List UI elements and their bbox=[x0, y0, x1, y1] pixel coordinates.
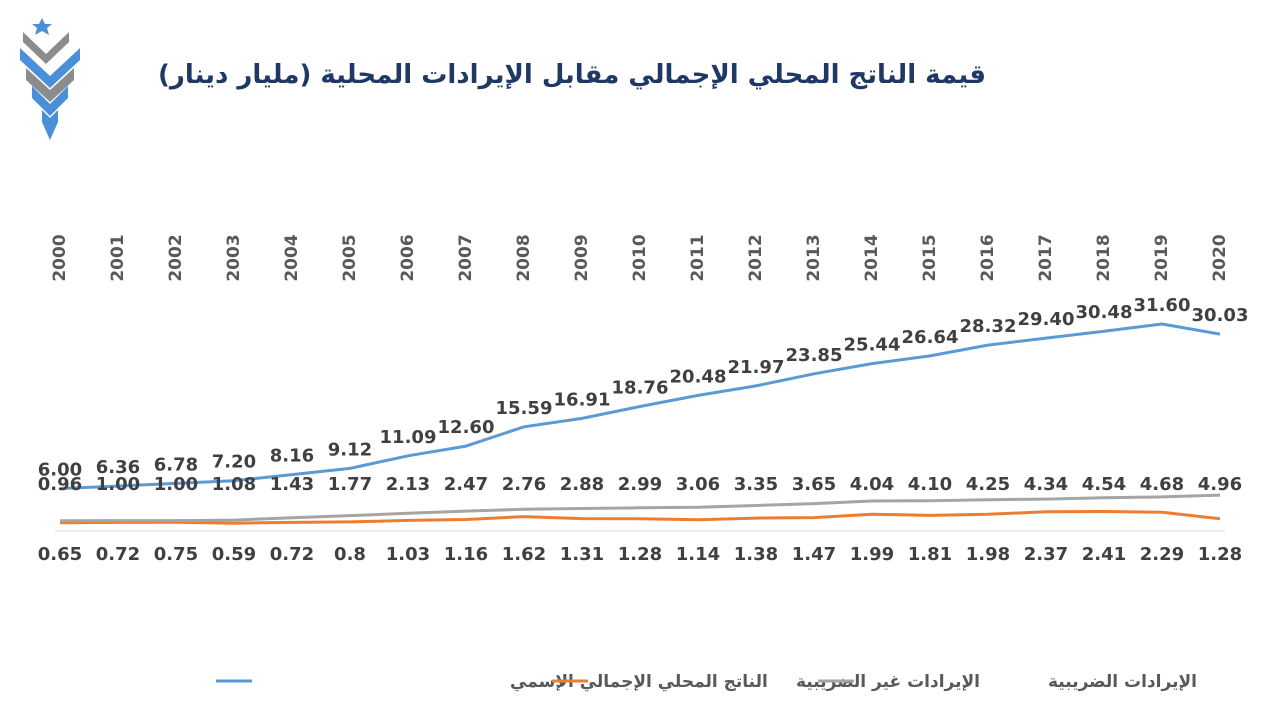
data-label-non-tax: 1.99 bbox=[850, 544, 894, 565]
x-tick-label-2020: 2020 bbox=[1210, 234, 1230, 281]
x-tick-label-2011: 2011 bbox=[688, 234, 708, 281]
data-label-non-tax: 1.16 bbox=[444, 544, 488, 565]
data-label-non-tax: 1.38 bbox=[734, 544, 778, 565]
data-label-tax: 3.06 bbox=[676, 474, 720, 495]
data-label-gdp: 12.60 bbox=[438, 417, 495, 438]
data-label-gdp: 23.85 bbox=[786, 345, 843, 366]
data-label-non-tax: 0.72 bbox=[96, 544, 140, 565]
data-label-gdp: 11.09 bbox=[380, 427, 437, 448]
legend-label-gdp: الناتج المحلي الإجمالي الإسمي bbox=[510, 672, 768, 692]
data-label-tax: 3.65 bbox=[792, 474, 836, 495]
data-label-gdp: 30.03 bbox=[1192, 305, 1249, 326]
data-label-tax: 4.96 bbox=[1198, 474, 1242, 495]
data-label-tax: 2.88 bbox=[560, 474, 604, 495]
chart-title: قيمة الناتج المحلي الإجمالي مقابل الإيرا… bbox=[158, 60, 986, 90]
data-label-gdp: 21.97 bbox=[728, 357, 785, 378]
data-label-non-tax: 0.8 bbox=[334, 544, 366, 565]
x-tick-label-2015: 2015 bbox=[920, 234, 940, 281]
data-label-non-tax: 0.72 bbox=[270, 544, 314, 565]
data-label-non-tax: 0.65 bbox=[38, 544, 82, 565]
legend: الناتج المحلي الإجمالي الإسمي الإيرادات … bbox=[216, 672, 1197, 692]
data-label-gdp: 30.48 bbox=[1076, 302, 1133, 323]
x-tick-label-2010: 2010 bbox=[630, 234, 650, 281]
data-label-tax: 4.04 bbox=[850, 474, 894, 495]
data-label-tax: 2.13 bbox=[386, 474, 430, 495]
legend-label-tax: الإيرادات الضريبية bbox=[1048, 672, 1197, 692]
data-label-gdp: 9.12 bbox=[328, 439, 372, 460]
data-label-non-tax: 1.14 bbox=[676, 544, 720, 565]
data-label-gdp: 6.00 bbox=[38, 459, 82, 480]
x-tick-label-2019: 2019 bbox=[1152, 234, 1172, 281]
data-label-gdp: 31.60 bbox=[1134, 295, 1191, 316]
data-label-gdp: 18.76 bbox=[612, 377, 669, 398]
data-label-gdp: 7.20 bbox=[212, 452, 256, 473]
x-tick-label-2008: 2008 bbox=[514, 234, 534, 281]
data-label-non-tax: 1.28 bbox=[618, 544, 662, 565]
x-tick-label-2005: 2005 bbox=[340, 234, 360, 281]
data-label-gdp: 8.16 bbox=[270, 446, 314, 467]
data-label-gdp: 6.36 bbox=[96, 457, 140, 478]
data-label-gdp: 6.78 bbox=[154, 454, 198, 475]
data-label-tax: 2.47 bbox=[444, 474, 488, 495]
data-label-tax: 1.43 bbox=[270, 474, 314, 495]
data-label-gdp: 16.91 bbox=[554, 389, 611, 410]
data-label-non-tax: 1.98 bbox=[966, 544, 1010, 565]
series-line-non-tax bbox=[59, 510, 1221, 525]
data-label-tax: 1.77 bbox=[328, 474, 372, 495]
x-tick-label-2009: 2009 bbox=[572, 234, 592, 281]
data-label-tax: 1.08 bbox=[212, 474, 256, 495]
series-line-gdp bbox=[59, 322, 1221, 490]
x-tick-label-2003: 2003 bbox=[224, 234, 244, 281]
x-tick-label-2004: 2004 bbox=[282, 234, 302, 281]
data-label-tax: 1.00 bbox=[154, 474, 198, 495]
series-lines bbox=[59, 322, 1221, 525]
x-tick-label-2016: 2016 bbox=[978, 234, 998, 281]
data-label-non-tax: 1.62 bbox=[502, 544, 546, 565]
data-label-non-tax: 2.41 bbox=[1082, 544, 1126, 565]
data-label-tax: 2.76 bbox=[502, 474, 546, 495]
data-label-tax: 3.35 bbox=[734, 474, 778, 495]
data-label-non-tax: 1.81 bbox=[908, 544, 952, 565]
x-tick-label-2012: 2012 bbox=[746, 234, 766, 281]
data-label-tax: 0.96 bbox=[38, 474, 82, 495]
data-label-tax: 4.10 bbox=[908, 474, 952, 495]
data-label-non-tax: 0.75 bbox=[154, 544, 198, 565]
data-label-non-tax: 0.59 bbox=[212, 544, 256, 565]
data-label-tax: 1.00 bbox=[96, 474, 140, 495]
x-tick-label-2000: 2000 bbox=[50, 234, 70, 281]
data-label-non-tax: 1.28 bbox=[1198, 544, 1242, 565]
data-label-gdp: 29.40 bbox=[1018, 309, 1075, 330]
data-label-gdp: 25.44 bbox=[844, 335, 901, 356]
data-label-tax: 4.68 bbox=[1140, 474, 1184, 495]
data-label-tax: 4.34 bbox=[1024, 474, 1068, 495]
x-tick-label-2017: 2017 bbox=[1036, 234, 1056, 281]
data-label-gdp: 20.48 bbox=[670, 366, 727, 387]
x-axis-year-labels: 2000 2001 2002 2003 2004 2005 2006 2007 2008 2009… bbox=[50, 234, 1230, 281]
data-label-tax: 4.25 bbox=[966, 474, 1010, 495]
x-tick-label-2002: 2002 bbox=[166, 234, 186, 281]
data-label-gdp: 15.59 bbox=[496, 398, 553, 419]
x-tick-label-2014: 2014 bbox=[862, 234, 882, 281]
data-label-non-tax: 1.47 bbox=[792, 544, 836, 565]
legend-label-non-tax: الإيرادات غير الضريبية bbox=[796, 672, 980, 692]
data-label-tax: 2.99 bbox=[618, 474, 662, 495]
data-label-gdp: 26.64 bbox=[902, 327, 959, 348]
data-label-tax: 4.54 bbox=[1082, 474, 1126, 495]
star-chevron-logo-icon bbox=[20, 18, 80, 140]
x-tick-label-2007: 2007 bbox=[456, 234, 476, 281]
x-tick-label-2013: 2013 bbox=[804, 234, 824, 281]
data-label-non-tax: 1.03 bbox=[386, 544, 430, 565]
series-line-tax bbox=[59, 493, 1221, 523]
data-label-gdp: 28.32 bbox=[960, 316, 1017, 337]
x-tick-label-2018: 2018 bbox=[1094, 234, 1114, 281]
data-label-non-tax: 2.37 bbox=[1024, 544, 1068, 565]
x-tick-label-2001: 2001 bbox=[108, 234, 128, 281]
data-label-non-tax: 2.29 bbox=[1140, 544, 1184, 565]
data-label-non-tax: 1.31 bbox=[560, 544, 604, 565]
x-tick-label-2006: 2006 bbox=[398, 234, 418, 281]
